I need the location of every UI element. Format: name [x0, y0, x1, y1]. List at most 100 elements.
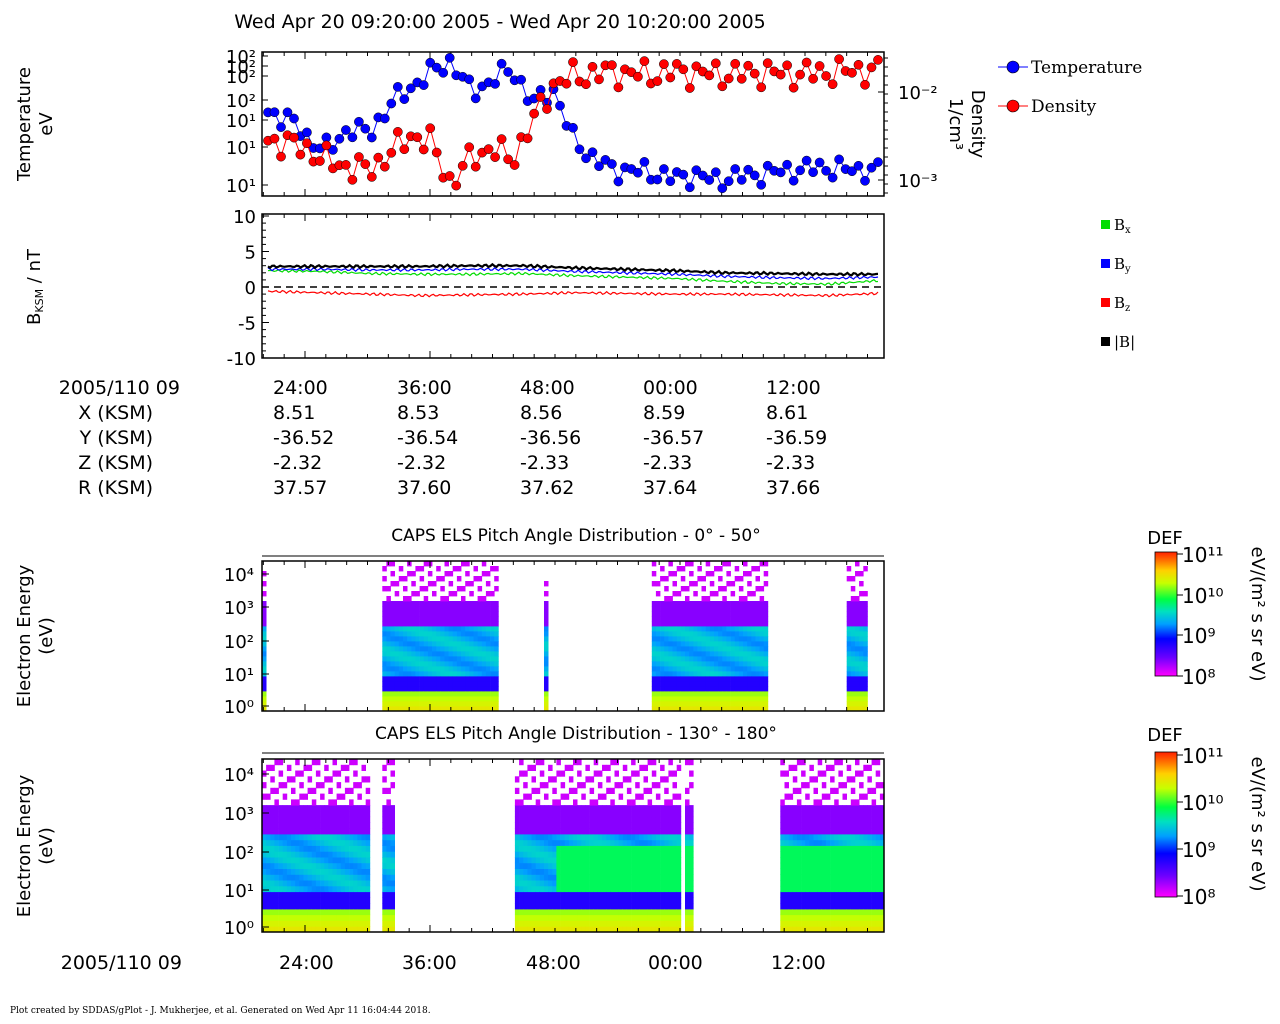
spec-cell	[407, 606, 412, 612]
spec-cell	[639, 862, 644, 869]
spec-cell	[825, 816, 831, 823]
spec-cell	[871, 880, 877, 887]
spec-cell	[473, 621, 478, 627]
spec-cell	[697, 636, 702, 642]
spec-cell	[879, 816, 885, 823]
spec-cell	[759, 606, 765, 612]
spec-cell	[846, 661, 852, 667]
spec-cell	[697, 681, 702, 687]
spec-cell	[734, 641, 740, 647]
spec-cell	[809, 810, 814, 818]
spec-cell	[564, 926, 570, 933]
spec-cell	[490, 701, 495, 707]
spec-cell	[709, 701, 715, 707]
spec-cell	[626, 885, 632, 893]
spec-cell	[631, 759, 636, 766]
spec-cell	[544, 805, 549, 812]
spec-cell	[655, 706, 661, 712]
spec-cell	[361, 764, 366, 771]
spec-cell	[311, 839, 317, 846]
spec-cell	[303, 764, 308, 771]
spec-cell	[349, 857, 354, 864]
spec-cell	[315, 920, 321, 927]
spec-cell	[432, 591, 437, 597]
spec-cell	[386, 676, 391, 682]
spec-cell	[701, 651, 706, 657]
spec-cell	[357, 903, 362, 910]
ephemeris-value: -2.33	[520, 452, 569, 474]
spec-cell	[357, 816, 362, 823]
spec-cell	[353, 834, 358, 841]
spec-cell	[626, 920, 632, 927]
spec-cell	[299, 816, 304, 823]
spec-cell	[556, 759, 561, 766]
spec-cell	[436, 626, 441, 632]
spec-cell	[859, 845, 864, 852]
spec-cell	[564, 920, 570, 927]
spec-cell	[660, 601, 665, 607]
spec-cell	[577, 874, 582, 881]
spec-cell	[879, 782, 885, 789]
spec-cell	[461, 656, 466, 662]
spec-cell	[465, 671, 470, 677]
spec-cell	[846, 868, 852, 875]
spec-cell	[539, 845, 545, 852]
spec-cell	[879, 851, 885, 858]
spec-cell	[262, 839, 267, 846]
spec-cell	[266, 851, 271, 858]
density-point	[561, 78, 572, 89]
spec-cell	[274, 787, 279, 794]
spec-cell	[419, 691, 425, 697]
spec-cell	[664, 621, 669, 627]
spec-cell	[693, 671, 698, 677]
spec-cell	[473, 681, 478, 687]
spec-cell	[436, 701, 441, 707]
spec-cell	[685, 586, 690, 592]
spec-cell	[606, 839, 611, 846]
spec-cell	[863, 828, 868, 835]
spec-cell	[718, 621, 723, 627]
spec-cell	[672, 782, 677, 789]
spec-cell	[386, 661, 391, 667]
spec-cell	[353, 857, 358, 864]
spec-cell	[523, 822, 528, 829]
temperature-point	[607, 159, 617, 169]
spec1-frame	[261, 560, 885, 712]
spec-cell	[672, 805, 677, 812]
spec-cell	[622, 862, 628, 869]
spec-cell	[527, 920, 532, 927]
spec-cell	[792, 787, 798, 794]
spec-cell	[535, 920, 541, 927]
spec-cell	[357, 926, 362, 933]
spec-cell	[689, 671, 694, 677]
spec-cell	[461, 586, 466, 592]
spec-cell	[531, 839, 536, 846]
spec-cell	[730, 581, 736, 587]
spec-cell	[821, 770, 827, 777]
spec-cell	[336, 839, 342, 846]
spec-cell	[651, 908, 657, 916]
spec-cell	[685, 805, 690, 812]
spec-cell	[643, 862, 648, 869]
spec-cell	[747, 616, 752, 622]
spec-cell	[850, 621, 856, 627]
spec-cell	[855, 701, 860, 707]
spec-cell	[291, 920, 296, 927]
spec-cell	[328, 828, 333, 835]
spec-cell	[685, 851, 690, 858]
spec-cell	[315, 903, 321, 910]
spec-cell	[685, 636, 690, 642]
spec-cell	[668, 920, 673, 927]
spec-cell	[349, 787, 354, 794]
spec-cell	[344, 862, 350, 869]
spec-cell	[315, 834, 321, 841]
spec-cell	[593, 805, 599, 812]
spec-cell	[821, 880, 827, 887]
spec-cell	[606, 874, 611, 881]
spec-cell	[527, 891, 532, 898]
spec-cell	[593, 880, 599, 887]
spec-cell	[689, 834, 694, 841]
spec-cell	[407, 611, 412, 617]
spec-cell	[672, 793, 677, 800]
spec-cell	[850, 586, 856, 592]
